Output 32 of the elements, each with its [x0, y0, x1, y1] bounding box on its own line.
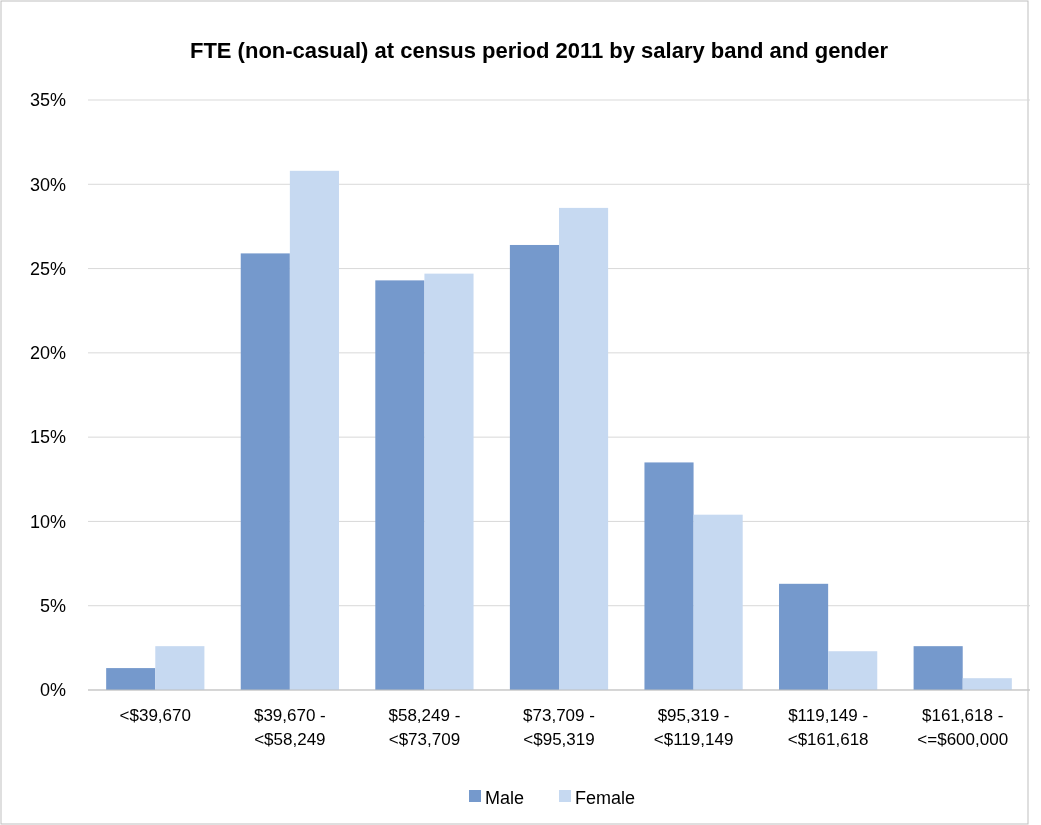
y-tick-label: 5% — [39, 596, 66, 617]
bar — [644, 462, 694, 690]
x-tick-label: <$39,670 — [119, 706, 191, 725]
x-tick-label: $58,249 - <$73,709 — [388, 706, 461, 749]
bar — [828, 651, 878, 690]
y-tick-label: 0% — [39, 680, 66, 701]
x-tick-label: $95,319 - <$119,149 — [653, 706, 734, 749]
x-tick-label: $73,709 - <$95,319 — [523, 706, 595, 749]
bar — [106, 668, 156, 690]
y-tick-label: 20% — [29, 343, 66, 364]
x-tick-label: $119,149 - <$161,618 — [787, 706, 869, 749]
bar — [375, 280, 425, 690]
bar — [155, 646, 205, 690]
bar — [240, 253, 290, 690]
legend-label: Female — [575, 788, 636, 809]
y-tick-label: 35% — [29, 90, 66, 111]
legend-label: Male — [485, 788, 525, 809]
y-tick-label: 15% — [29, 427, 66, 448]
bar — [424, 273, 474, 690]
chart-title: FTE (non-casual) at census period 2011 by salary band and gender — [189, 38, 889, 63]
bar — [962, 678, 1012, 690]
y-tick-label: 25% — [29, 258, 66, 279]
bar — [779, 583, 829, 690]
x-tick-label: $39,670 - <$58,249 — [253, 706, 326, 749]
bar — [913, 646, 963, 690]
bar — [693, 514, 743, 690]
y-tick-label: 10% — [29, 511, 66, 532]
x-tick-label: $161,618 - <=$600,000 — [917, 706, 1009, 749]
bar — [509, 244, 559, 690]
bar — [559, 207, 609, 690]
y-tick-label: 30% — [29, 174, 66, 195]
bar — [289, 170, 339, 690]
